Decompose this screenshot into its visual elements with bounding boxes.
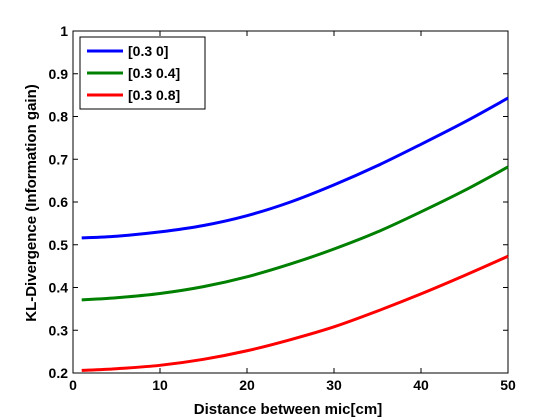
- legend-entry-2: [0.3 0.4]: [128, 65, 180, 81]
- y-tick-label: 0.9: [49, 66, 69, 82]
- x-tick-label: 0: [69, 377, 77, 393]
- y-axis: 0.2 0.3 0.4 0.5 0.6 0.7 0.8 0.9 1: [49, 23, 508, 381]
- x-axis-title: Distance between mic[cm]: [194, 401, 382, 418]
- y-tick-label: 0.8: [49, 109, 69, 125]
- y-axis-title: KL-Divergence (Information gain): [23, 84, 40, 322]
- y-tick-label: 0.3: [49, 322, 69, 338]
- y-tick-label: 0.5: [49, 237, 69, 253]
- x-tick-label: 50: [500, 377, 516, 393]
- x-tick-label: 20: [239, 377, 255, 393]
- x-tick-label: 10: [152, 377, 168, 393]
- series-line-2: [81, 165, 509, 302]
- series-line-3: [81, 254, 509, 372]
- x-axis: 0 10 20 30 40 50: [69, 31, 516, 393]
- y-tick-label: 0.4: [49, 280, 69, 296]
- series-layer: [81, 96, 509, 372]
- y-tick-label: 1: [60, 23, 68, 39]
- y-tick-label: 0.7: [49, 151, 69, 167]
- legend-entry-3: [0.3 0.8]: [128, 87, 180, 103]
- legend-entry-1: [0.3 0]: [128, 43, 168, 59]
- series-line-1: [81, 96, 509, 240]
- x-tick-label: 40: [413, 377, 429, 393]
- legend: [0.3 0] [0.3 0.4] [0.3 0.8]: [79, 36, 206, 110]
- y-tick-label: 0.6: [49, 194, 69, 210]
- x-tick-label: 30: [326, 377, 342, 393]
- y-tick-label: 0.2: [49, 365, 69, 381]
